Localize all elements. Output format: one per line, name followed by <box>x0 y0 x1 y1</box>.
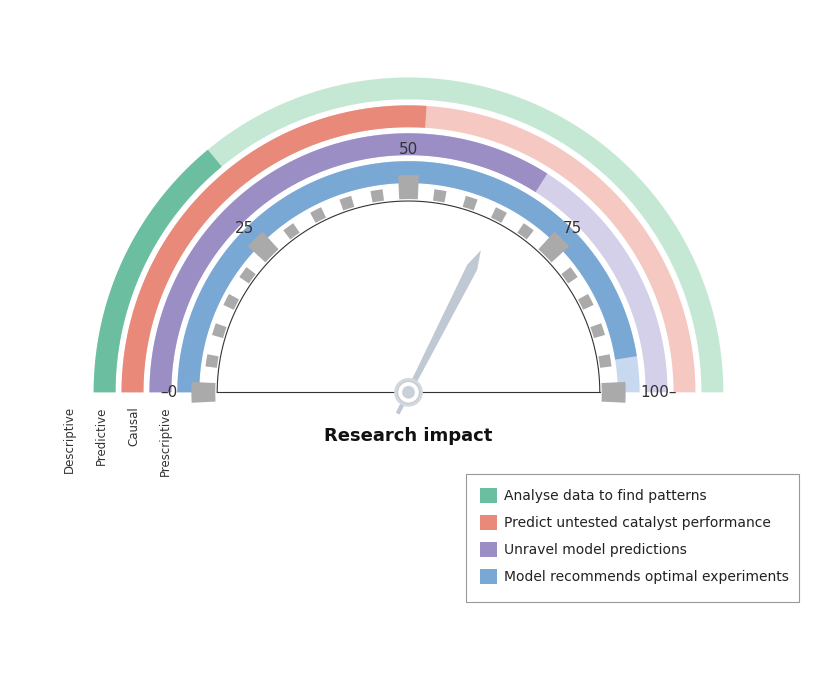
Polygon shape <box>561 267 578 284</box>
Polygon shape <box>310 208 326 223</box>
Polygon shape <box>122 105 695 393</box>
Polygon shape <box>94 77 723 393</box>
Text: 25: 25 <box>235 221 254 236</box>
Text: 100–: 100– <box>640 385 676 400</box>
Polygon shape <box>283 223 300 240</box>
Polygon shape <box>223 294 239 310</box>
Polygon shape <box>205 354 219 368</box>
Text: Analyse data to find patterns: Analyse data to find patterns <box>504 489 707 503</box>
Text: Causal: Causal <box>127 406 140 446</box>
Polygon shape <box>191 382 216 403</box>
Polygon shape <box>212 323 226 338</box>
Circle shape <box>398 382 419 403</box>
Polygon shape <box>591 323 605 338</box>
Text: Descriptive: Descriptive <box>63 406 76 473</box>
Text: Model recommends optimal experiments: Model recommends optimal experiments <box>504 570 789 584</box>
Polygon shape <box>177 161 636 393</box>
Polygon shape <box>517 223 534 240</box>
Polygon shape <box>94 150 221 393</box>
Polygon shape <box>398 175 419 199</box>
Polygon shape <box>462 196 478 210</box>
Text: 50: 50 <box>399 142 418 157</box>
Bar <box>480 515 498 530</box>
Polygon shape <box>491 208 507 223</box>
Text: Predictive: Predictive <box>95 406 108 464</box>
Polygon shape <box>122 105 426 393</box>
Text: 75: 75 <box>563 221 582 236</box>
Polygon shape <box>177 161 640 393</box>
Polygon shape <box>339 196 355 210</box>
Polygon shape <box>370 189 384 203</box>
Bar <box>480 569 498 584</box>
Bar <box>480 543 498 557</box>
Bar <box>480 488 498 503</box>
Text: –0: –0 <box>160 385 177 400</box>
Polygon shape <box>150 134 667 393</box>
Text: Predict untested catalyst performance: Predict untested catalyst performance <box>504 516 771 530</box>
Text: Research impact: Research impact <box>324 427 493 445</box>
Polygon shape <box>433 189 447 203</box>
Polygon shape <box>396 250 481 414</box>
Polygon shape <box>598 354 612 368</box>
Polygon shape <box>248 232 279 262</box>
Polygon shape <box>239 267 256 284</box>
Circle shape <box>394 378 423 407</box>
Circle shape <box>402 386 415 399</box>
Text: Prescriptive: Prescriptive <box>158 406 172 476</box>
Polygon shape <box>150 134 547 393</box>
Polygon shape <box>538 232 569 262</box>
Polygon shape <box>601 382 626 403</box>
Text: Unravel model predictions: Unravel model predictions <box>504 543 687 557</box>
Polygon shape <box>578 294 594 310</box>
FancyBboxPatch shape <box>467 474 799 601</box>
Polygon shape <box>217 201 600 393</box>
